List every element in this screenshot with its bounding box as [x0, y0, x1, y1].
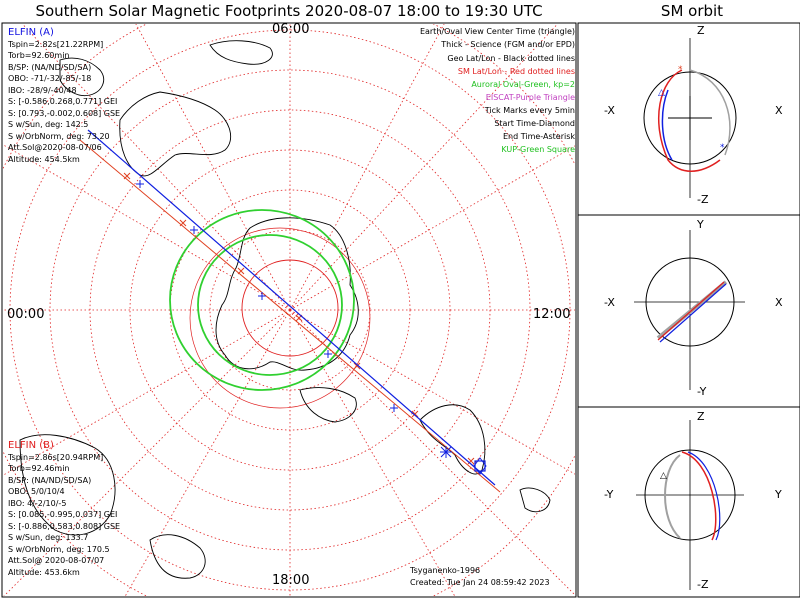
- elfin-b-heading: ELFIN (B): [8, 440, 54, 451]
- legend-item: EISCAT-Purple Triangle: [485, 93, 575, 102]
- svg-text:△: △: [660, 471, 667, 481]
- sm-yz-right: Y: [775, 488, 782, 501]
- map-frame: [1, 22, 577, 598]
- elfin-a-start-square: [474, 460, 486, 472]
- elfin-a-heading: ELFIN (A): [8, 27, 54, 38]
- info-line: Altitude: 454.5km: [8, 154, 80, 164]
- info-line: Tspin=2.82s[21.22RPM]: [8, 39, 104, 49]
- legend-item: Thick - Science (FGM and/or EPD): [441, 40, 575, 49]
- sm-xz-top: Z: [697, 24, 705, 37]
- elfin-b-track: [79, 139, 501, 493]
- sm-xz-right: X: [775, 104, 783, 117]
- sm-xy-right: X: [775, 296, 783, 309]
- created-time: Created: Tue Jan 24 08:59:42 2023: [410, 577, 550, 587]
- info-line: B/SP: (NA/ND/SD/SA): [8, 62, 92, 72]
- coastlines: [19, 40, 551, 579]
- svg-text:*: *: [720, 143, 725, 153]
- elfin-a-info: ELFIN (A) Tspin=2.82s[21.22RPM] Torb=92.…: [8, 27, 120, 165]
- elfin-a-start-diamond: [473, 457, 487, 475]
- legend-item: End Time-Asterisk: [502, 132, 575, 141]
- legend-item: SM Lat/Lon - Red dotted lines: [457, 67, 575, 76]
- legend-item: KUP-Green Square: [501, 145, 575, 154]
- plot-title: Southern Solar Magnetic Footprints 2020-…: [35, 2, 543, 20]
- svg-text:△: △: [658, 88, 665, 98]
- time-label-bottom: 18:00: [272, 573, 310, 588]
- legend-item: Geo Lat/Lon - Black dotted lines: [447, 54, 575, 63]
- info-line: S: [0.793,-0.002,0.608] GSE: [8, 108, 121, 118]
- time-label-left: 00:00: [7, 307, 45, 322]
- info-line: S: [-0.886,0.583,0.808] GSE: [8, 521, 121, 531]
- sm-frame-1: [577, 22, 800, 216]
- info-line: Altitude: 453.6km: [8, 567, 80, 577]
- auroral-ovals: [169, 209, 355, 391]
- info-line: IBO: 4/-2/10/-5: [8, 498, 67, 508]
- sm-yz-bottom: -Z: [697, 578, 709, 591]
- info-line: Tspin=2.86s[20.94RPM]: [8, 452, 104, 462]
- info-line: OBO: -71/-32/-85/-18: [8, 74, 92, 83]
- sm-xz-bottom: -Z: [697, 193, 709, 206]
- info-line: Att.Sol@ 2020-08-07/07: [8, 556, 105, 565]
- sm-yz-left: -Y: [604, 488, 614, 501]
- info-line: IBO: -28/9/-40/48: [8, 85, 77, 95]
- sm-frame-3: [577, 406, 800, 598]
- info-line: OBO: 5/0/10/4: [8, 487, 65, 496]
- sm-xz-left: -X: [604, 104, 615, 117]
- info-line: S w/Sun, deg: 133.7: [8, 533, 89, 542]
- sm-ring-circle: [189, 227, 371, 409]
- legend-item: Tick Marks every 5min: [484, 106, 575, 115]
- sm-orbit-title: SM orbit: [660, 2, 724, 20]
- sm-panel-yz: △: [636, 420, 744, 590]
- time-label-right: 12:00: [533, 307, 571, 322]
- info-line: B/SP: (NA/ND/SD/SA): [8, 475, 92, 485]
- legend-item: Earth/Oval View Center Time (triangle): [419, 27, 575, 36]
- info-line: S w/OrbNorm, deg: 73.20: [8, 131, 110, 141]
- sm-xy-left: -X: [604, 296, 615, 309]
- info-line: S: [-0.586,0.268,0.771] GEI: [8, 97, 118, 106]
- info-line: Att.Sol@2020-08-07/06: [8, 143, 102, 152]
- info-line: S w/Sun, deg: 142.5: [8, 120, 89, 129]
- elfin-b-info: ELFIN (B) Tspin=2.86s[20.94RPM] Torb=92.…: [8, 440, 120, 578]
- info-line: Torb=92.46min: [8, 464, 70, 473]
- info-line: S: [0.085,-0.995,0.037] GEI: [8, 510, 118, 519]
- sm-panel-xz: △ * *: [643, 38, 737, 198]
- info-line: S w/OrbNorm, deg: 170.5: [8, 544, 110, 554]
- sm-xy-top: Y: [697, 218, 704, 231]
- legend-item: Start Time-Diamond: [494, 119, 575, 128]
- sm-xy-bottom: -Y: [697, 385, 707, 398]
- sm-panel-xy: [634, 230, 745, 390]
- model-name: Tsyganenko-1996: [410, 566, 481, 575]
- legend-item: Auroral Oval-Green, kp=2: [471, 80, 575, 89]
- info-line: Torb=92.60min: [8, 51, 70, 60]
- sm-pole-circle: [241, 259, 339, 357]
- sm-yz-top: Z: [697, 410, 705, 423]
- svg-text:*: *: [678, 65, 683, 75]
- time-label-top: 06:00: [272, 22, 310, 37]
- credits: Tsyganenko-1996 Created: Tue Jan 24 08:5…: [410, 565, 550, 588]
- elfin-a-track: [87, 129, 496, 486]
